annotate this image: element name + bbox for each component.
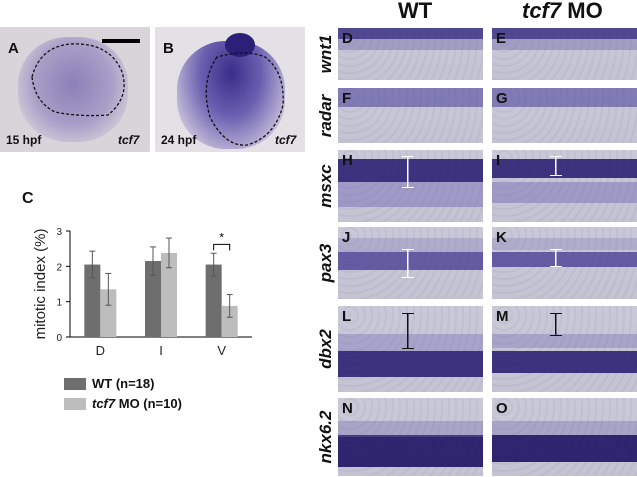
significance-mark: * <box>219 230 224 244</box>
row-gene-label: radar <box>316 94 335 137</box>
measurement-bracket <box>402 248 414 278</box>
y-axis-label: mitotic index (%) <box>32 229 49 340</box>
in-situ-panel: J <box>338 227 483 299</box>
in-situ-panel: D <box>338 28 483 80</box>
stain-band <box>492 158 637 179</box>
stain-band <box>338 237 483 253</box>
panel-b-image: B 24 hpf tcf7 <box>155 27 305 152</box>
panel-a-gene: tcf7 <box>118 133 140 147</box>
panel-label-a: A <box>8 40 19 57</box>
in-situ-panel: F <box>338 88 483 143</box>
panel-b-outline <box>205 52 284 146</box>
stain-band <box>338 435 483 467</box>
scale-bar <box>102 39 140 43</box>
x-tick-label: I <box>159 343 163 358</box>
in-situ-panel: L <box>338 306 483 392</box>
panel-label: L <box>342 308 352 325</box>
stain-band <box>492 421 637 435</box>
stain-band <box>492 88 637 108</box>
stain-band <box>338 350 483 377</box>
panel-label: N <box>342 400 353 417</box>
bar <box>221 305 238 337</box>
panel-b-stage: 24 hpf <box>161 133 197 147</box>
in-situ-panel: K <box>492 227 637 299</box>
stain-band <box>492 181 637 204</box>
header-tcf7-mo: tcf7 MO <box>522 0 603 24</box>
panel-label: G <box>496 90 508 107</box>
bar <box>100 289 117 337</box>
panel-b-tissue <box>177 41 285 149</box>
panel-a-outline <box>31 43 125 117</box>
panel-label: F <box>342 90 352 107</box>
in-situ-panel: N <box>338 398 483 476</box>
panel-label: M <box>496 308 509 325</box>
y-tick-label: 3 <box>56 227 62 238</box>
panel-a-image: A 15 hpf tcf7 <box>0 27 150 152</box>
legend-swatch-wt <box>64 378 86 390</box>
stain-band <box>492 333 637 349</box>
in-situ-panel: H <box>338 150 483 222</box>
in-situ-panel: I <box>492 150 637 222</box>
row-gene-label: msxc <box>316 164 335 208</box>
panel-label: D <box>342 30 353 47</box>
panel-label: I <box>496 152 501 169</box>
bar <box>161 252 177 337</box>
stain-band <box>492 39 637 50</box>
stain-band <box>338 39 483 50</box>
mitotic-index-chart: 0 1 2 3 mitotic index (%) D I V * <box>32 227 252 358</box>
legend-mo-gene: tcf7 <box>92 396 116 411</box>
y-tick-label: 1 <box>56 298 62 309</box>
header-mo-gene: tcf7 <box>522 0 562 23</box>
bar <box>205 264 222 337</box>
y-tick-label: 2 <box>56 262 62 273</box>
x-tick-label: V <box>217 343 226 358</box>
panel-a-stage: 15 hpf <box>6 133 42 147</box>
panel-label: K <box>496 229 507 246</box>
panel-label-b: B <box>163 40 174 57</box>
measurement-bracket <box>550 312 562 336</box>
panel-label: H <box>342 152 353 169</box>
stain-band <box>492 252 637 268</box>
panel-label: J <box>342 229 351 246</box>
stain-band <box>492 350 637 373</box>
panel-b-gene: tcf7 <box>275 133 297 147</box>
panel-label-c: C <box>22 190 34 207</box>
stain-band <box>492 237 637 251</box>
measurement-bracket <box>550 155 562 176</box>
header-mo-suffix: MO <box>561 0 603 23</box>
stain-band <box>338 421 483 437</box>
row-gene-label: nkx6.2 <box>316 410 335 464</box>
row-gene-label: dbx2 <box>316 329 335 369</box>
stain-band <box>338 88 483 108</box>
legend-label-wt: WT (n=18) <box>92 376 155 391</box>
bar <box>145 261 161 337</box>
measurement-bracket <box>402 312 414 350</box>
measurement-bracket <box>402 155 414 188</box>
stain-band <box>492 28 637 40</box>
stain-band <box>338 28 483 40</box>
panel-label: O <box>496 400 508 417</box>
bar <box>84 264 101 337</box>
header-wt: WT <box>398 0 433 23</box>
in-situ-panel: G <box>492 88 637 143</box>
legend-label-mo: tcf7 MO (n=10) <box>92 396 182 411</box>
panel-label: E <box>496 30 507 47</box>
in-situ-panel: E <box>492 28 637 80</box>
in-situ-panel: M <box>492 306 637 392</box>
legend-swatch-mo <box>64 398 86 410</box>
row-gene-label: pax3 <box>316 243 335 283</box>
legend-mo-text: MO (n=10) <box>115 396 182 411</box>
stain-band <box>492 435 637 462</box>
significance-bracket <box>213 243 231 251</box>
in-situ-panel: O <box>492 398 637 476</box>
x-tick-label: D <box>96 343 105 358</box>
y-tick-label: 0 <box>56 333 62 344</box>
measurement-bracket <box>550 248 562 267</box>
